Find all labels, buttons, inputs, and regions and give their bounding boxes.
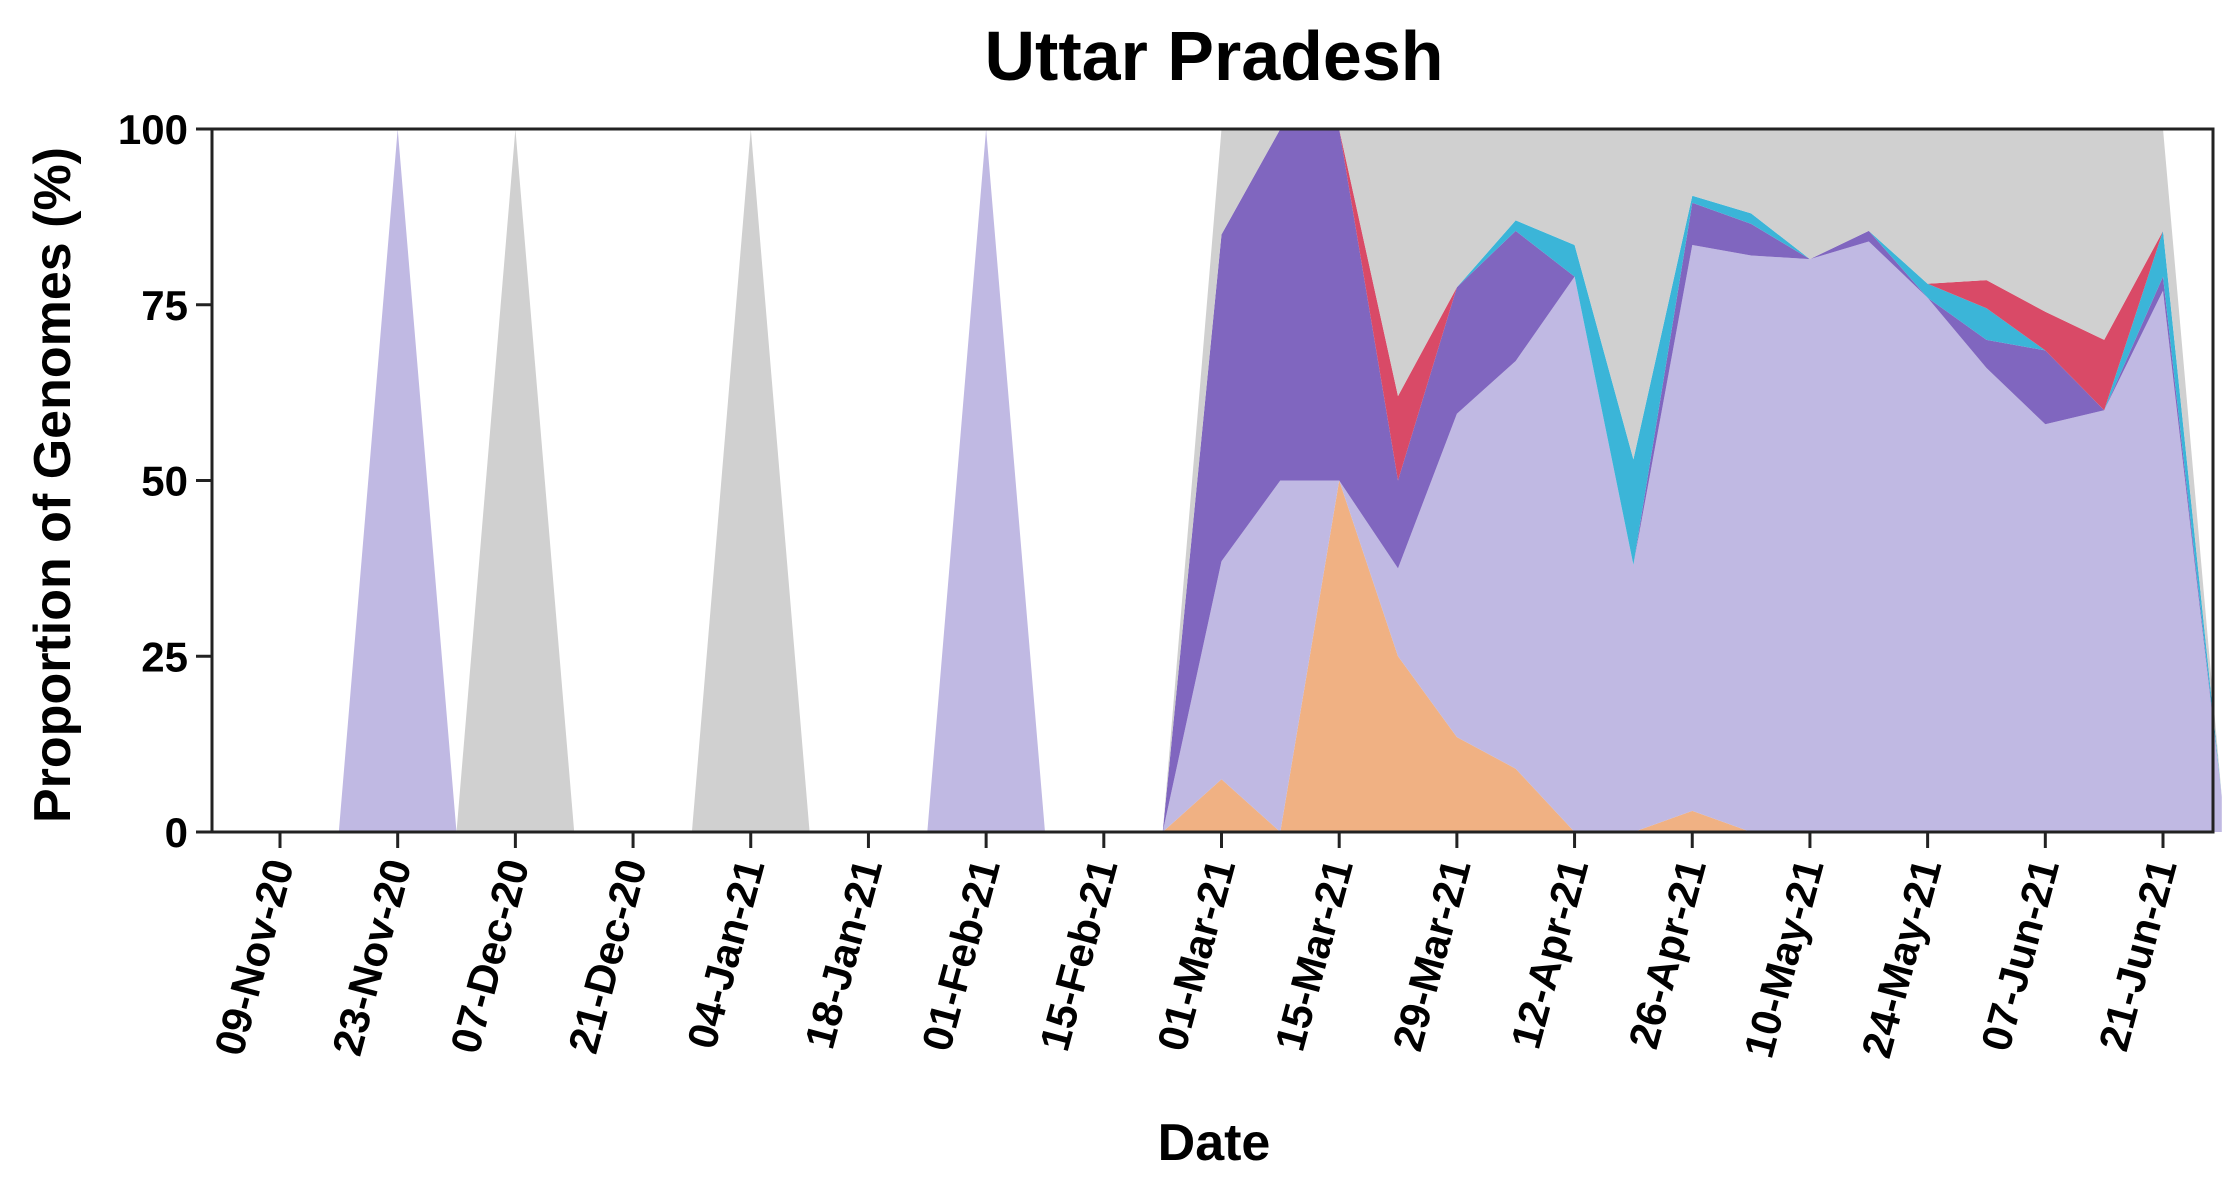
x-tick-label: 29-Mar-21 [1383, 854, 1479, 1056]
x-tick-label: 09-Nov-20 [205, 854, 302, 1060]
y-tick-label: 50 [141, 458, 188, 505]
x-tick-label: 01-Feb-21 [913, 854, 1009, 1056]
x-tick-label: 01-Mar-21 [1148, 854, 1244, 1056]
x-tick-label: 12-Apr-21 [1502, 854, 1598, 1053]
x-tick-label: 04-Jan-21 [678, 854, 774, 1053]
y-tick-label: 25 [141, 633, 188, 680]
series-area-5 [280, 129, 2222, 832]
x-tick-label: 24-May-21 [1852, 854, 1950, 1062]
series-area-2 [280, 129, 2222, 832]
y-axis-label: Proportion of Genomes (%) [24, 147, 82, 823]
x-axis: 09-Nov-20 23-Nov-20 07-Dec-20 21-Dec-20 04-J… [205, 832, 2186, 1063]
y-tick-label: 100 [118, 106, 188, 153]
y-tick-label: 0 [165, 809, 188, 856]
x-tick-label: 07-Dec-20 [441, 854, 538, 1058]
y-tick-label: 75 [141, 282, 188, 329]
x-tick-label: 21-Jun-21 [2090, 854, 2186, 1056]
x-tick-label: 21-Dec-20 [559, 854, 656, 1058]
stacked-areas [280, 129, 2222, 832]
x-axis-label: Date [1158, 1114, 1271, 1172]
chart-title: Uttar Pradesh [984, 17, 1443, 95]
x-tick-label: 26-Apr-21 [1619, 854, 1715, 1053]
x-tick-label: 15-Feb-21 [1030, 854, 1126, 1056]
x-tick-label: 10-May-21 [1735, 854, 1833, 1062]
y-axis: 0 25 50 75 100 [118, 106, 212, 856]
x-tick-label: 23-Nov-20 [323, 854, 420, 1060]
series-area-1 [280, 129, 2222, 832]
x-tick-label: 15-Mar-21 [1266, 854, 1362, 1056]
x-tick-label: 18-Jan-21 [796, 854, 892, 1053]
x-tick-label: 07-Jun-21 [1972, 854, 2068, 1056]
